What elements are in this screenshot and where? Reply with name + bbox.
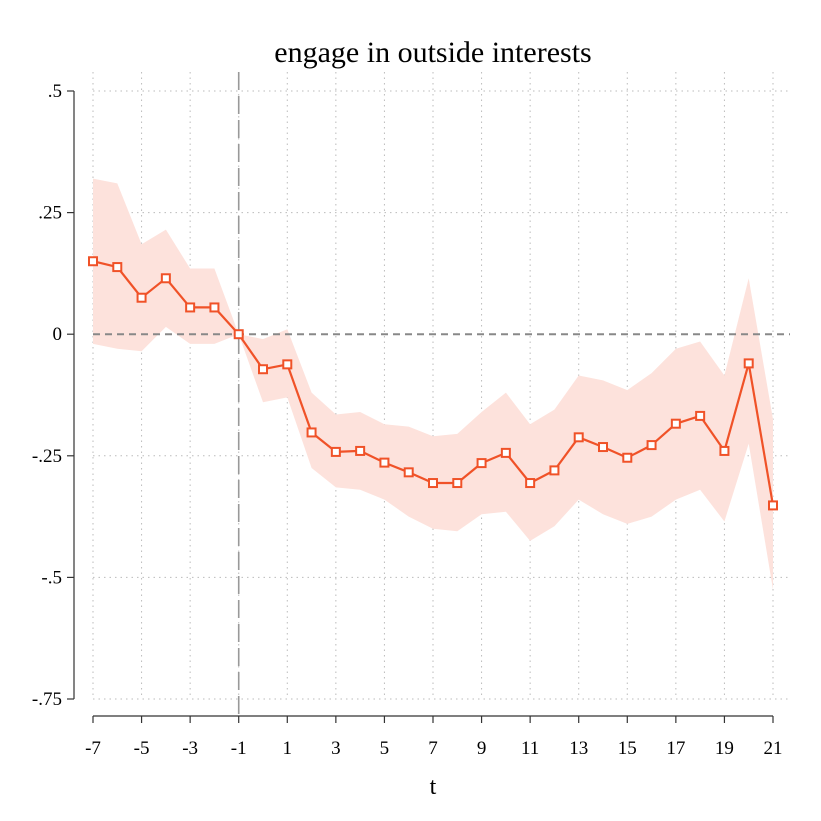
data-point: [88, 256, 98, 267]
data-point: [670, 418, 681, 429]
data-point: [768, 500, 778, 511]
data-point: [355, 445, 366, 456]
x-tick-label: -1: [231, 738, 247, 759]
data-point: [185, 302, 196, 313]
confidence-band-layer: [93, 178, 773, 590]
x-tick-label: 13: [569, 738, 588, 759]
data-point: [160, 273, 171, 284]
y-tick-label: .25: [38, 203, 62, 224]
x-tick-label: -5: [134, 738, 150, 759]
x-tick-label: 19: [715, 738, 734, 759]
chart-title: engage in outside interests: [274, 36, 591, 69]
data-point: [306, 427, 317, 438]
data-point: [428, 478, 438, 489]
x-tick-label: 15: [618, 738, 637, 759]
x-tick-label: 5: [380, 738, 390, 759]
data-point: [500, 447, 511, 458]
data-point: [258, 364, 268, 375]
data-point: [622, 452, 633, 463]
x-tick-label: 3: [331, 738, 341, 759]
reference-lines: [93, 72, 790, 716]
x-tick-label: 17: [666, 738, 685, 759]
y-tick-label: -.5: [41, 567, 62, 588]
y-tick-label: 0: [53, 324, 63, 345]
data-point: [379, 457, 390, 468]
data-point-markers: [88, 256, 778, 511]
x-tick-label: 1: [283, 738, 293, 759]
data-point: [476, 458, 487, 469]
data-point: [112, 262, 123, 273]
x-tick-label: -3: [182, 738, 198, 759]
y-tick-label: .5: [48, 81, 62, 102]
data-point: [330, 446, 341, 457]
data-point: [452, 478, 463, 489]
x-tick-label: 7: [428, 738, 438, 759]
x-tick-label: 9: [477, 738, 487, 759]
x-tick-label: 11: [521, 738, 539, 759]
data-point: [743, 358, 754, 369]
data-point: [719, 445, 730, 456]
data-point: [525, 478, 536, 489]
y-tick-label: -.75: [32, 689, 62, 710]
y-tick-label: -.25: [32, 446, 62, 467]
data-point: [646, 440, 657, 451]
data-point: [233, 329, 244, 340]
data-point: [549, 465, 560, 476]
data-point: [403, 467, 414, 478]
x-tick-label: -7: [85, 738, 101, 759]
x-tick-label: 21: [764, 738, 783, 759]
data-point: [695, 410, 706, 421]
data-point: [598, 442, 608, 453]
x-axis-label: t: [430, 774, 437, 800]
data-point: [282, 359, 293, 370]
data-point: [136, 292, 147, 303]
data-point: [573, 432, 584, 443]
confidence-band: [93, 178, 773, 590]
axes: .5.250-.25-.5-.75-7 -5 -3 -1 1 3 5 7 9 11 13 15 17 19…: [32, 81, 783, 759]
data-point: [209, 302, 220, 313]
